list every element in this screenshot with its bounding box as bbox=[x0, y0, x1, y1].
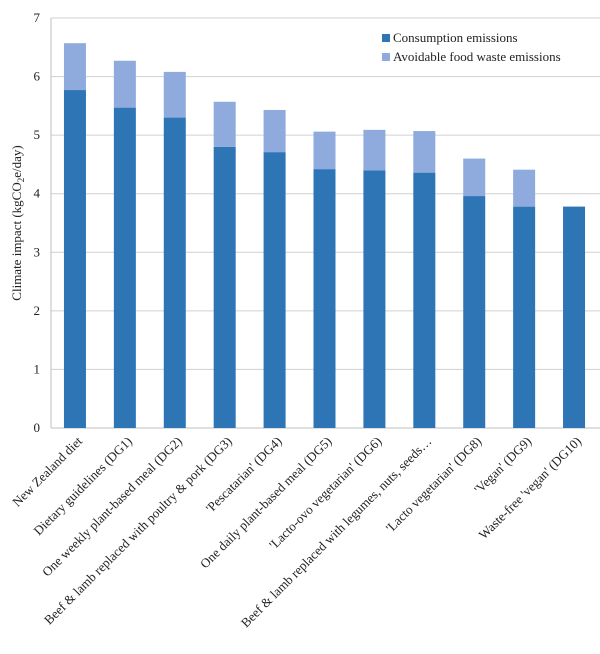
bar-consumption bbox=[63, 90, 86, 429]
bar-consumption bbox=[263, 152, 286, 428]
bar-consumption bbox=[513, 206, 536, 428]
bar-food-waste bbox=[113, 60, 136, 108]
legend-swatch-food-waste bbox=[382, 53, 390, 61]
bar-food-waste bbox=[63, 43, 86, 91]
y-tick-label: 5 bbox=[34, 127, 41, 142]
bar-food-waste bbox=[513, 169, 536, 207]
y-tick-label: 6 bbox=[34, 69, 41, 84]
y-tick-label: 4 bbox=[34, 186, 41, 201]
y-tick-label: 7 bbox=[34, 10, 41, 25]
y-tick-label: 1 bbox=[34, 361, 41, 376]
bar-consumption bbox=[163, 117, 186, 429]
bar-consumption bbox=[113, 107, 136, 428]
x-tick-label: Beef & lamb replaced with poultry & pork… bbox=[41, 434, 235, 628]
x-tick-label: 'Lacto vegetarian' (DG8) bbox=[383, 434, 485, 536]
legend-label-consumption: Consumption emissions bbox=[393, 30, 518, 45]
bar-consumption bbox=[313, 169, 336, 428]
bar-consumption bbox=[213, 146, 236, 428]
y-tick-label: 2 bbox=[34, 303, 41, 318]
bar-food-waste bbox=[313, 131, 336, 170]
bar-food-waste bbox=[463, 158, 486, 197]
x-tick-label: Waste-free 'vegan' (DG10) bbox=[476, 434, 585, 543]
x-tick-label: Beef & lamb replaced with legumes, nuts,… bbox=[238, 434, 435, 631]
bar-food-waste bbox=[163, 71, 186, 118]
bar-consumption bbox=[563, 206, 586, 428]
bar-consumption bbox=[413, 172, 436, 428]
y-tick-label: 3 bbox=[34, 244, 41, 259]
bar-food-waste bbox=[413, 131, 436, 173]
bar-consumption bbox=[363, 170, 386, 429]
y-axis-label: Climate impact (kgCO2e/day) bbox=[9, 145, 26, 300]
legend-swatch-consumption bbox=[382, 34, 390, 42]
y-tick-label: 0 bbox=[34, 420, 41, 435]
x-tick-label: Dietary guidelines (DG1) bbox=[30, 434, 135, 539]
legend: Consumption emissions Avoidable food was… bbox=[382, 30, 561, 64]
bar-food-waste bbox=[363, 129, 386, 171]
bar-food-waste bbox=[263, 109, 286, 153]
legend-label-food-waste: Avoidable food waste emissions bbox=[393, 49, 561, 64]
bar-consumption bbox=[463, 196, 486, 428]
bar-food-waste bbox=[213, 101, 236, 147]
